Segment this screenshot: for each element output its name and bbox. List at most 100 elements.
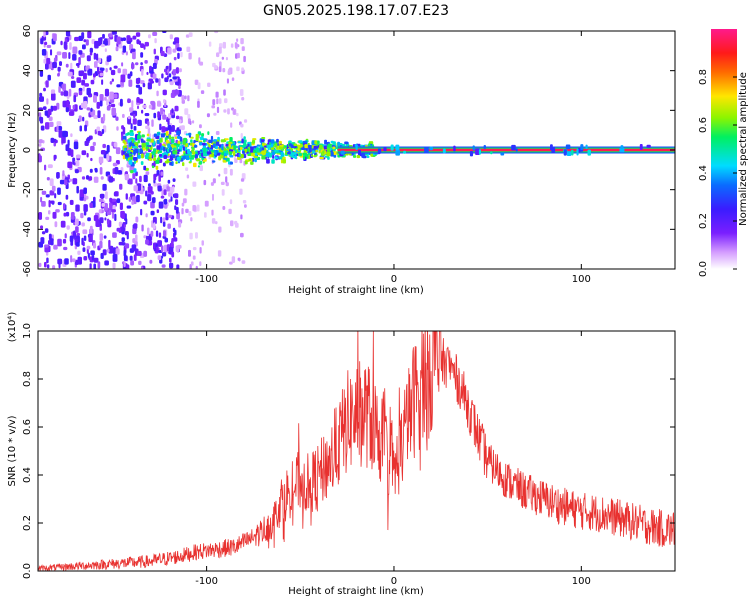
spectrogram-cell (166, 186, 170, 192)
spectrogram-cell (566, 151, 572, 156)
spectrogram-cell (189, 157, 195, 160)
spectrogram-cell (149, 65, 152, 71)
spectrogram-cell (51, 185, 56, 192)
spectrogram-cell (138, 131, 141, 136)
spectrogram-cell (132, 118, 137, 125)
spectrogram-cell (348, 153, 352, 156)
spectrogram-cell (50, 49, 53, 56)
colorbar-ticks: 0.0 0.2 0.4 0.6 0.8 (698, 69, 737, 277)
spectrogram-cell (58, 130, 63, 138)
spectrogram-cell (100, 44, 105, 48)
spectrogram-cell (211, 153, 214, 158)
spectrogram-cell (144, 60, 148, 64)
spectrogram-cell (145, 154, 150, 160)
spectrogram-cell (212, 160, 216, 163)
spectrogram-cell (175, 81, 180, 86)
spectrogram-cell (164, 204, 168, 209)
spectrogram-cell (65, 63, 69, 68)
spectrogram-cell (315, 149, 319, 153)
spectrogram-cell (94, 40, 99, 49)
spectrogram-cell (43, 31, 46, 38)
spectrogram-cell (237, 141, 242, 144)
spectrogram-cell (177, 161, 181, 164)
spectrogram-cell (94, 61, 98, 68)
spectrogram-cell (70, 212, 75, 220)
spectrogram-cell (66, 99, 70, 108)
spectrogram-cell (240, 123, 244, 128)
y-tick-label: 0.6 (22, 419, 33, 435)
spectrogram-x-axis-label: Height of straight line (km) (288, 285, 424, 296)
spectrogram-cell (167, 47, 172, 55)
spectrogram-cell (490, 151, 493, 155)
spectrogram-cell (49, 121, 54, 128)
spectrogram-cell (140, 208, 143, 216)
spectrogram-cell (93, 263, 97, 269)
spectrogram-cell (178, 221, 182, 228)
spectrogram-cell (131, 63, 135, 70)
spectrogram-cell (157, 102, 162, 107)
spectrogram-cell (170, 144, 174, 148)
spectrogram-cell (290, 151, 293, 156)
spectrogram-cell (152, 62, 157, 69)
spectrogram-cell (44, 164, 47, 171)
spectrogram-cell (203, 179, 207, 186)
spectrogram-cell (49, 190, 55, 196)
spectrogram-cell (41, 190, 47, 195)
spectrogram-cell (49, 178, 54, 187)
spectrogram-cell (125, 51, 128, 56)
spectrogram-cell (132, 51, 136, 60)
spectrogram-cell (143, 174, 148, 183)
spectrogram-cell (160, 50, 165, 57)
spectrogram-cell (271, 151, 275, 156)
spectrogram-cell (130, 132, 134, 135)
spectrogram-cell (212, 99, 216, 106)
spectrogram-cell (218, 46, 222, 54)
spectrogram-cell (229, 161, 233, 165)
spectrogram-cell (184, 108, 189, 115)
x-tick-label: 0 (391, 576, 397, 587)
spectrogram-cell (242, 150, 245, 154)
spectrogram-cell (163, 230, 167, 237)
spectrogram-cell (219, 61, 222, 68)
spectrogram-cell (48, 210, 51, 215)
spectrogram-cell (158, 154, 163, 157)
spectrogram-cell (213, 143, 216, 148)
spectrogram-cell (102, 183, 107, 191)
spectrogram-cell (190, 217, 193, 222)
spectrogram-cell (110, 103, 116, 108)
spectrogram-cell (86, 152, 89, 158)
spectrogram-cell (72, 178, 78, 185)
spectrogram-cell (172, 48, 177, 53)
spectrogram-cell (243, 142, 247, 148)
spectrogram-cell (186, 174, 190, 179)
spectrogram-cell (61, 84, 65, 90)
spectrogram-cell (216, 52, 220, 58)
spectrogram-cell (298, 152, 302, 157)
spectrogram-cell (138, 145, 142, 148)
spectrogram-cell (113, 65, 118, 69)
spectrogram-cell (511, 144, 516, 151)
spectrogram-cell (240, 154, 244, 159)
spectrogram-cell (108, 33, 113, 38)
spectrogram-cell (116, 198, 121, 204)
spectrogram-cell (229, 150, 232, 155)
spectrogram-cell (111, 107, 117, 116)
colorbar-tick-label: 0.8 (698, 69, 709, 85)
spectrogram-cell (78, 57, 81, 65)
spectrogram-cell (99, 233, 103, 241)
spectrogram-cell (99, 217, 104, 224)
spectrogram-cell (75, 154, 81, 159)
spectrogram-cell (182, 146, 185, 151)
spectrogram-cell (171, 136, 175, 139)
spectrogram-cell (241, 97, 245, 101)
spectrogram-cell (119, 183, 123, 190)
spectrogram-cell (169, 155, 174, 161)
colorbar-tick-label: 0.6 (698, 117, 709, 133)
spectrogram-cell (639, 144, 643, 150)
colorbar: 0.0 0.2 0.4 0.6 0.8 Normalized spectral ampl… (698, 29, 749, 277)
spectrogram-cell (101, 203, 105, 207)
spectrogram-cell (261, 155, 266, 160)
spectrogram-cell (50, 200, 55, 204)
spectrogram-cell (210, 135, 214, 141)
spectrogram-cell (276, 138, 279, 143)
